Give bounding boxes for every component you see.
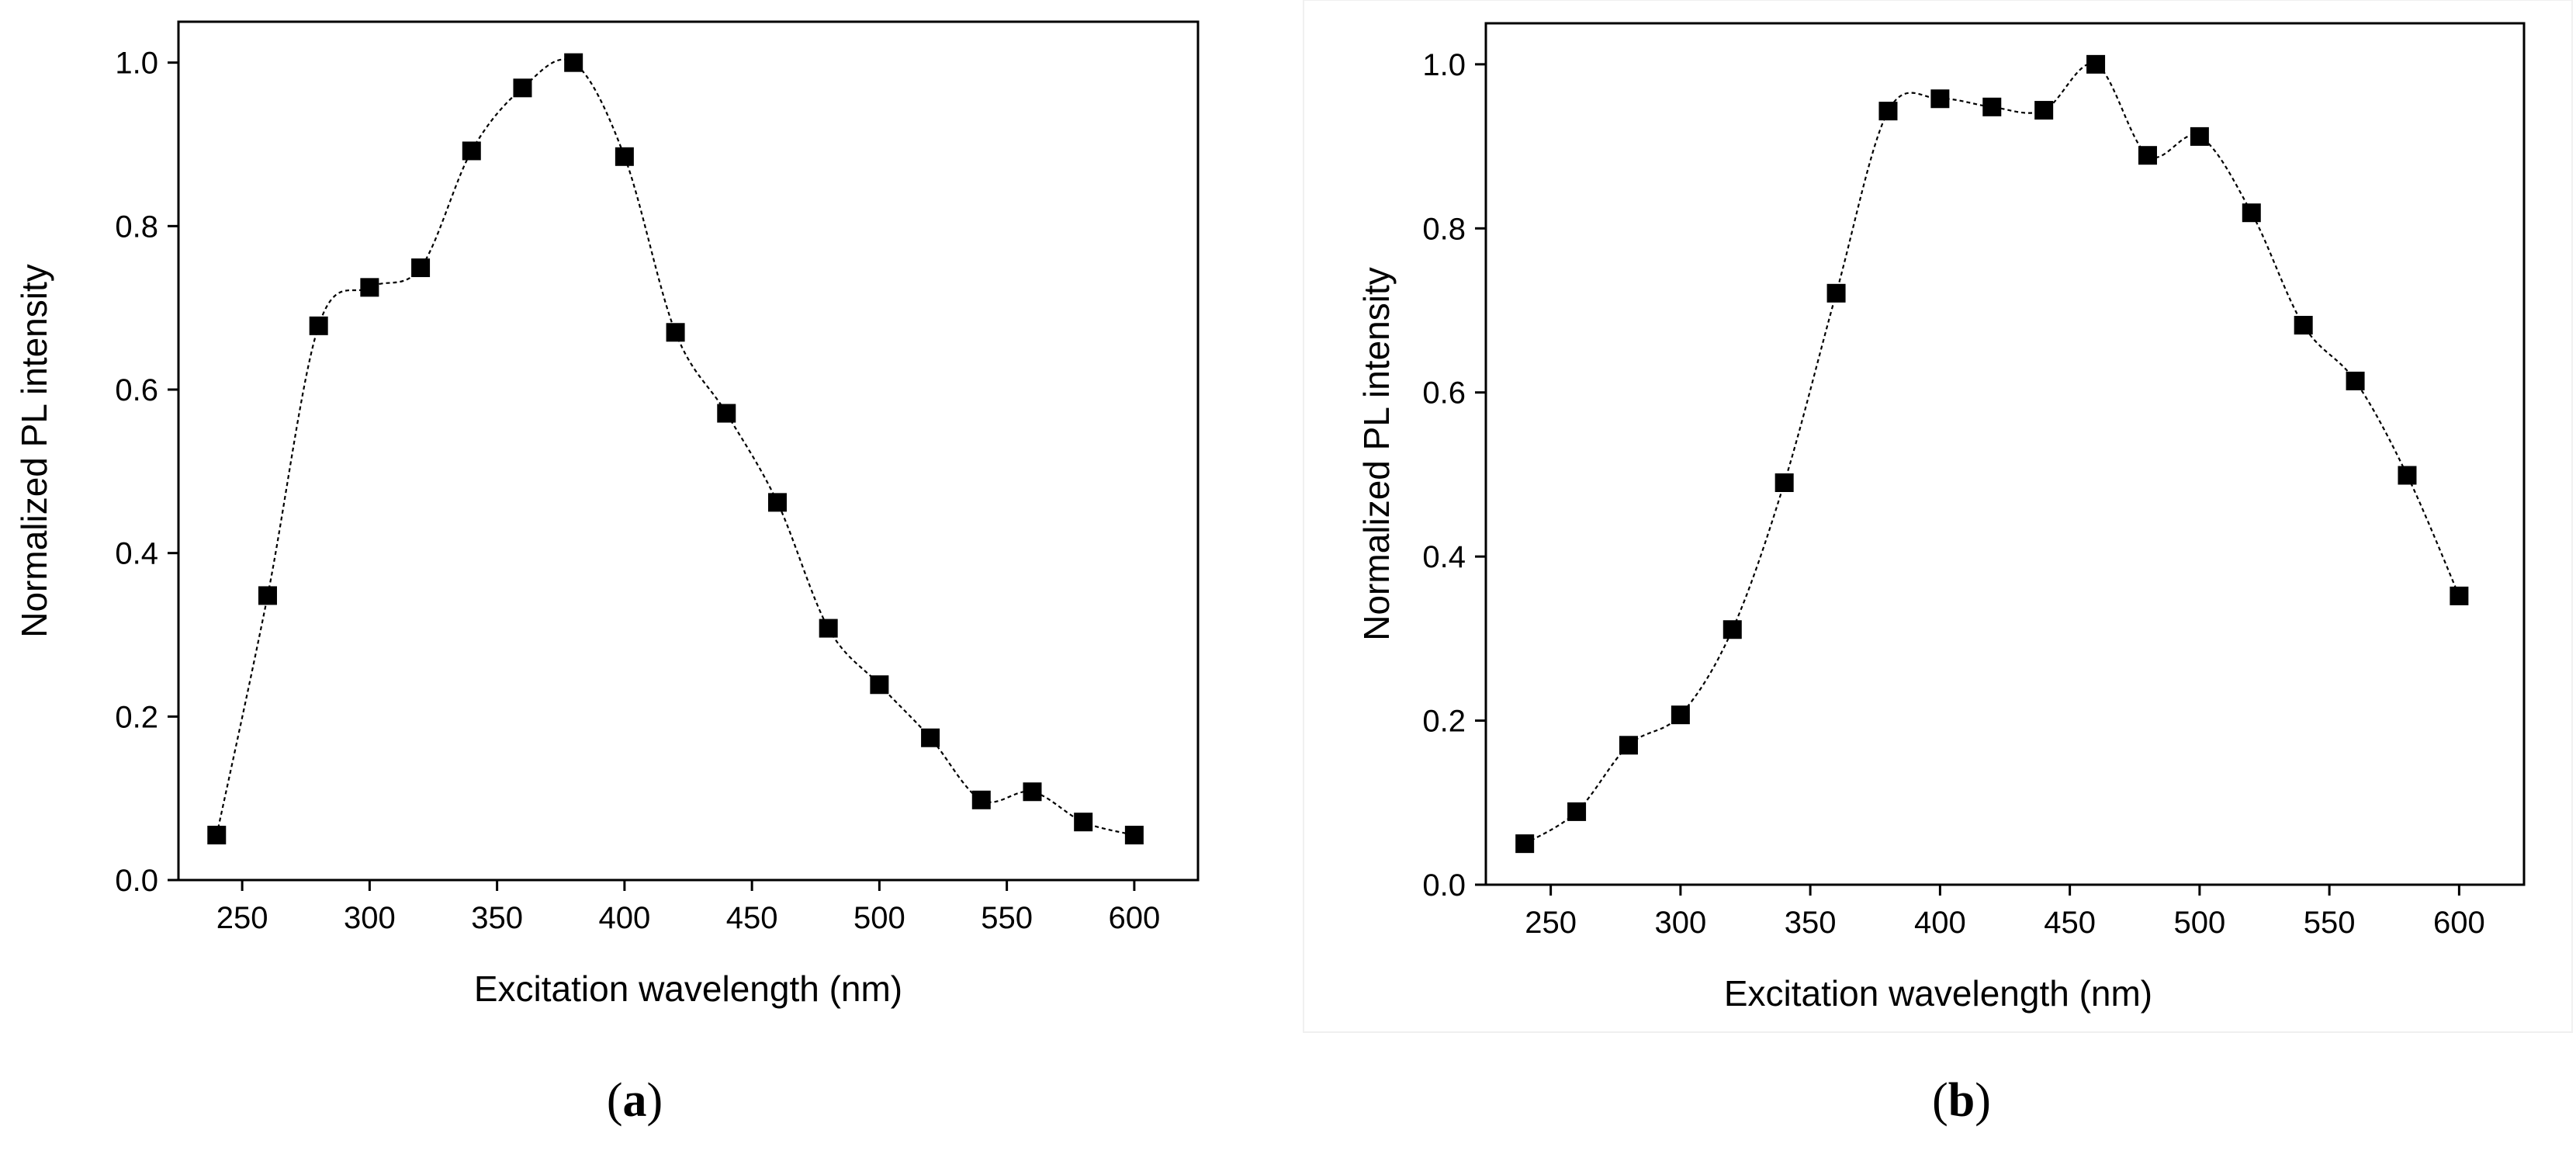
- data-point-b: [1723, 620, 1742, 639]
- chart-panel-b: 0.0 0.2 0.4 0.6 0.8 1.0 250 300 350 400 450 500 550…: [1303, 0, 2573, 1127]
- y-tick-label-b: 0.6: [1422, 376, 1466, 411]
- plot-frame-b: [1484, 22, 2526, 886]
- panel-label-a: (a): [607, 1074, 663, 1127]
- plot-frame-a: [177, 20, 1200, 882]
- data-point-a: [615, 147, 634, 166]
- x-tick-label-b: 600: [2433, 906, 2485, 940]
- data-point-a: [870, 675, 889, 695]
- x-tick-label-a: 250: [216, 901, 268, 935]
- data-point-b: [1826, 283, 1846, 303]
- x-tick-label-b: 550: [2304, 906, 2356, 940]
- panel-label-b-letter: b: [1948, 1074, 1975, 1127]
- data-point-a: [411, 258, 431, 278]
- data-point-b: [2294, 316, 2313, 335]
- data-markers-a: [207, 53, 1144, 845]
- x-tick-label-a: 300: [344, 901, 396, 935]
- data-point-b: [1619, 736, 1638, 755]
- data-point-a: [971, 790, 991, 809]
- y-tick-label-a: 0.0: [115, 864, 158, 898]
- x-tick-label-b: 350: [1785, 906, 1837, 940]
- y-tick-label-a: 0.8: [115, 210, 158, 244]
- y-tick-label-b: 0.4: [1422, 540, 1466, 574]
- data-point-a: [717, 404, 736, 423]
- data-point-a: [819, 619, 838, 638]
- x-tick-label-b: 400: [1914, 906, 1966, 940]
- y-tick-label-b: 0.0: [1422, 868, 1466, 903]
- x-tick-label-b: 500: [2174, 906, 2226, 940]
- data-point-b: [2190, 126, 2209, 146]
- data-point-a: [666, 323, 685, 342]
- y-axis-b: 0.0 0.2 0.4 0.6 0.8 1.0: [1422, 48, 1486, 903]
- x-tick-label-b: 250: [1525, 906, 1577, 940]
- data-point-b: [1878, 102, 1898, 121]
- y-tick-label-a: 1.0: [115, 47, 158, 81]
- data-point-a: [513, 78, 532, 98]
- data-point-b: [1515, 834, 1535, 854]
- x-axis-title-b: Excitation wavelength (nm): [1724, 973, 2152, 1014]
- fit-curve-a: [216, 58, 1135, 837]
- data-point-a: [258, 586, 277, 605]
- data-point-b: [2242, 203, 2261, 223]
- data-point-a: [1124, 826, 1144, 845]
- y-tick-label-b: 0.8: [1422, 212, 1466, 246]
- y-tick-label-a: 0.4: [115, 537, 158, 571]
- data-point-a: [360, 278, 379, 297]
- data-point-b: [1774, 473, 1794, 492]
- data-point-a: [564, 53, 583, 72]
- y-axis-title-a: Normalized PL intensity: [14, 264, 54, 638]
- y-tick-label-b: 0.2: [1422, 705, 1466, 739]
- x-tick-label-a: 400: [599, 901, 651, 935]
- data-point-b: [2398, 466, 2417, 485]
- data-point-b: [2086, 54, 2106, 74]
- data-point-b: [1671, 705, 1690, 725]
- y-tick-label-a: 0.2: [115, 700, 158, 734]
- y-axis-a: 0.0 0.2 0.4 0.6 0.8 1.0: [115, 47, 178, 898]
- data-point-a: [462, 141, 481, 161]
- data-point-b: [2034, 101, 2054, 120]
- x-tick-label-b: 450: [2044, 906, 2096, 940]
- data-point-b: [2450, 586, 2469, 605]
- x-axis-b: 250 300 350 400 450 500 550 600: [1525, 885, 2485, 940]
- data-point-b: [1930, 89, 1950, 109]
- data-point-b: [2138, 146, 2157, 165]
- y-axis-title-b: Normalized PL intensity: [1356, 267, 1397, 641]
- x-tick-label-a: 550: [981, 901, 1033, 935]
- panel-b-background: [1303, 0, 2573, 1033]
- data-point-b: [2346, 371, 2365, 390]
- data-point-a: [309, 316, 328, 335]
- data-point-a: [921, 728, 940, 747]
- data-point-a: [207, 826, 227, 845]
- x-tick-label-a: 600: [1109, 901, 1161, 935]
- data-point-a: [1074, 813, 1093, 832]
- panel-label-a-letter: a: [623, 1074, 647, 1127]
- x-tick-label-a: 500: [853, 901, 905, 935]
- data-point-a: [767, 493, 787, 512]
- data-point-b: [1567, 802, 1587, 821]
- x-tick-label-b: 300: [1655, 906, 1707, 940]
- chart-panel-a: 0.0 0.2 0.4 0.6 0.8 1.0 250 300 350 400 450 500 550…: [14, 20, 1200, 1127]
- y-tick-label-a: 0.6: [115, 373, 158, 407]
- y-tick-label-b: 1.0: [1422, 48, 1466, 82]
- data-point-a: [1023, 782, 1042, 802]
- panel-label-b: (b): [1932, 1074, 1991, 1127]
- x-tick-label-a: 450: [726, 901, 778, 935]
- data-point-b: [1982, 97, 2002, 116]
- x-axis-title-a: Excitation wavelength (nm): [474, 969, 902, 1009]
- x-tick-label-a: 350: [471, 901, 523, 935]
- x-axis-a: 250 300 350 400 450 500 550 600: [216, 880, 1161, 935]
- data-markers-b: [1515, 54, 2469, 854]
